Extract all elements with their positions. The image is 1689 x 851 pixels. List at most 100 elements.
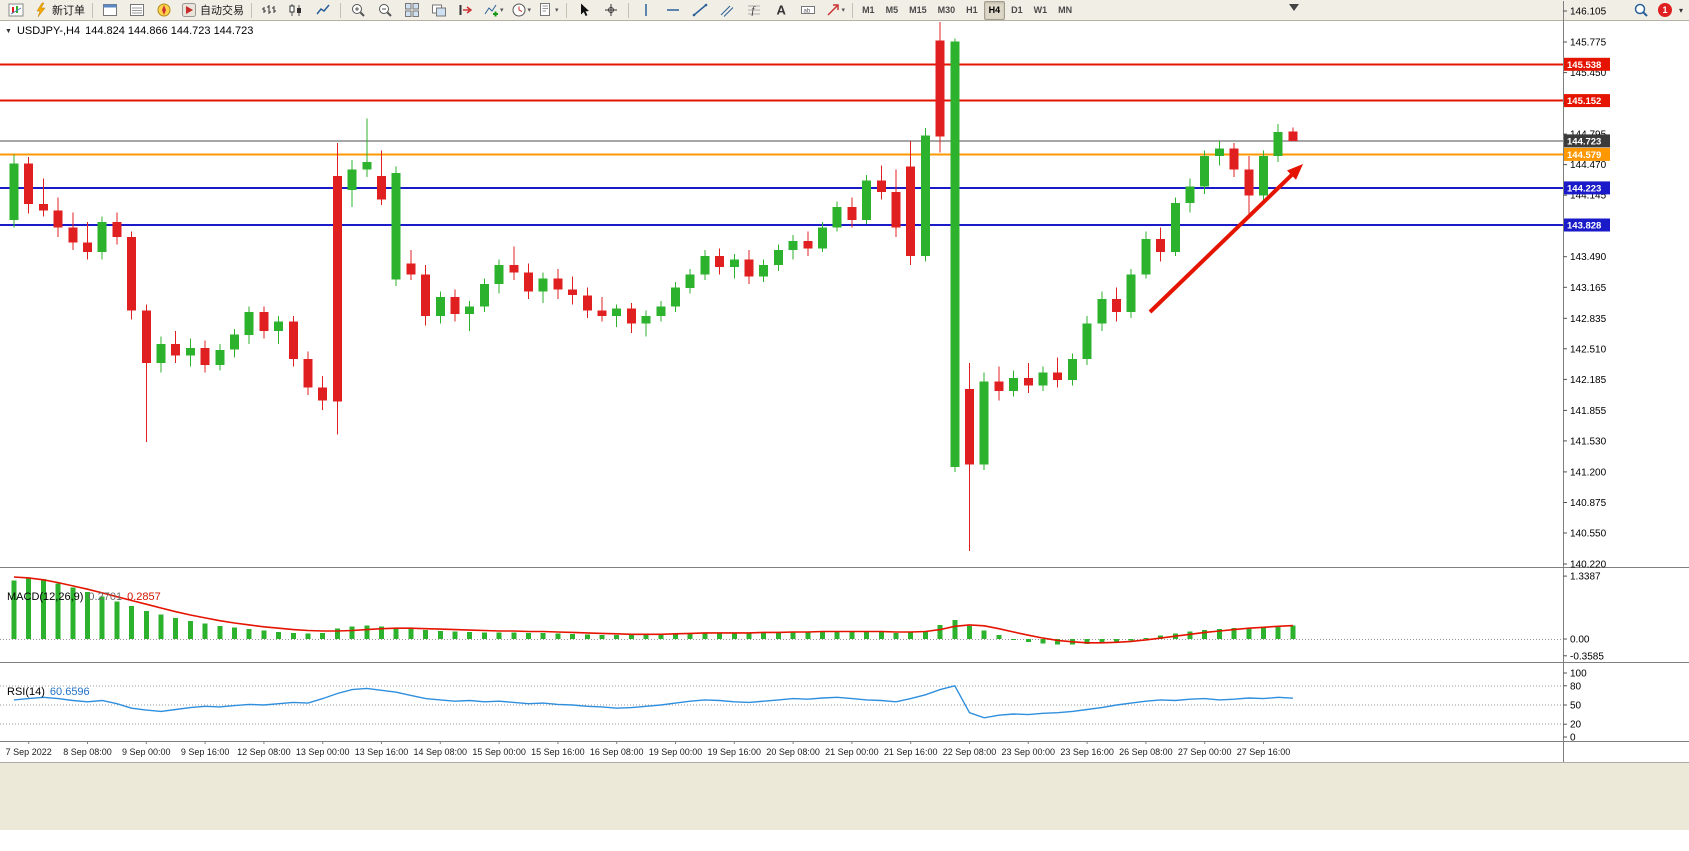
svg-text:21 Sep 00:00: 21 Sep 00:00 <box>825 747 879 757</box>
bar-chart-button[interactable] <box>256 0 282 20</box>
timeframe-button-h4[interactable]: H4 <box>983 0 1006 20</box>
svg-text:23 Sep 16:00: 23 Sep 16:00 <box>1060 747 1114 757</box>
timeframe-button-m1[interactable]: M1 <box>862 5 875 15</box>
toolbar-separator <box>852 2 854 18</box>
arrange-windows-button[interactable] <box>426 0 452 20</box>
price-label-144.723 <box>1564 134 1610 148</box>
lightning-icon <box>36 2 46 18</box>
line-chart-button[interactable] <box>310 0 336 20</box>
chevron-down-icon: ▾ <box>500 7 504 14</box>
market-watch-button[interactable] <box>97 0 123 20</box>
notifications-badge[interactable]: 1 <box>1657 3 1672 17</box>
chart-canvas[interactable]: 146.105145.775145.450145.120144.795144.4… <box>0 0 1689 830</box>
arrow-shape-icon <box>827 4 839 16</box>
fibonacci-button[interactable]: f <box>741 0 767 20</box>
zoom-out-icon <box>379 4 392 17</box>
time-axis[interactable]: 7 Sep 2022 8 Sep 08:00 9 Sep 00:00 9 Sep 16… <box>6 741 1291 757</box>
timeframe-button-d1[interactable]: D1 <box>1011 5 1023 15</box>
svg-text:9 Sep 16:00: 9 Sep 16:00 <box>181 747 230 757</box>
one-click-trading-arrow-icon[interactable]: ▼ <box>5 27 12 35</box>
svg-text:100: 100 <box>1570 669 1587 680</box>
bars-icon <box>262 5 276 14</box>
candles-layer <box>9 21 1298 551</box>
autotrading-button[interactable]: 自动交易 <box>178 0 247 20</box>
chart-shift-marker[interactable] <box>1289 4 1299 11</box>
crosshair-button[interactable] <box>598 0 624 20</box>
text-button[interactable]: A <box>768 0 794 20</box>
horizontal-lines-layer[interactable] <box>0 63 1563 226</box>
svg-text:20: 20 <box>1570 720 1582 731</box>
timeframe-button-m30[interactable]: M30 <box>937 5 956 15</box>
trend-arrow-annotation[interactable] <box>1148 164 1303 314</box>
price-label-143.828 <box>1564 218 1610 232</box>
data-window-button[interactable] <box>124 0 150 20</box>
svg-text:12 Sep 08:00: 12 Sep 08:00 <box>237 747 291 757</box>
vline-icon <box>644 4 647 16</box>
svg-text:50: 50 <box>1570 701 1582 712</box>
svg-text:145.775: 145.775 <box>1570 38 1607 49</box>
horizontal-line-button[interactable] <box>660 0 686 20</box>
svg-text:A: A <box>776 3 786 18</box>
trendline-button[interactable] <box>687 0 713 20</box>
svg-text:14 Sep 08:00: 14 Sep 08:00 <box>414 747 468 757</box>
templates-button[interactable]: ▾ <box>535 0 562 20</box>
svg-text:143.490: 143.490 <box>1570 252 1607 263</box>
svg-text:21 Sep 16:00: 21 Sep 16:00 <box>884 747 938 757</box>
text-icon: A <box>776 3 786 18</box>
svg-text:23 Sep 00:00: 23 Sep 00:00 <box>1002 747 1056 757</box>
svg-text:16 Sep 08:00: 16 Sep 08:00 <box>590 747 644 757</box>
fibo-icon: f <box>747 5 760 17</box>
svg-text:80: 80 <box>1570 681 1582 692</box>
chevron-down-icon: ▾ <box>527 7 532 14</box>
svg-text:22 Sep 08:00: 22 Sep 08:00 <box>943 747 997 757</box>
svg-text:13 Sep 16:00: 13 Sep 16:00 <box>355 747 409 757</box>
chart-ohlc-values: 144.824 144.866 144.723 144.723 <box>85 25 254 37</box>
rsi-value: 60.6596 <box>49 686 90 698</box>
timeframe-button-m15[interactable]: M15 <box>909 5 927 15</box>
search-icon <box>1634 3 1648 17</box>
svg-text:-0.3585: -0.3585 <box>1570 651 1604 662</box>
new-chart-button[interactable] <box>3 0 29 20</box>
svg-text:19 Sep 00:00: 19 Sep 00:00 <box>649 747 703 757</box>
svg-text:f: f <box>751 6 755 17</box>
periods-button[interactable]: ▾ <box>508 0 535 20</box>
tile-windows-button[interactable] <box>399 0 425 20</box>
timeframe-button-m5[interactable]: M5 <box>885 5 899 15</box>
toolbar-overflow-button[interactable]: ▾ <box>1678 5 1683 15</box>
rsi-line <box>13 684 1293 719</box>
svg-text:143.165: 143.165 <box>1570 283 1607 294</box>
indicators-button[interactable]: ▾ <box>480 0 507 20</box>
svg-text:0: 0 <box>1570 733 1576 744</box>
arrows-button[interactable]: ▾ <box>822 0 849 20</box>
svg-text:143.828: 143.828 <box>1567 221 1601 232</box>
svg-text:141.530: 141.530 <box>1570 436 1607 447</box>
timeframe-button-w1[interactable]: W1 <box>1033 5 1048 15</box>
zoom-in-button[interactable] <box>345 0 371 20</box>
search-button[interactable] <box>1628 0 1654 20</box>
chart-shift-button[interactable] <box>453 0 479 20</box>
new-order-button[interactable]: 新订单 <box>30 0 88 20</box>
macd-indicator-label: MACD(12,26,9) 0.2701 0.2857 <box>7 591 161 603</box>
timeframe-button-mn[interactable]: MN <box>1058 5 1073 15</box>
svg-text:145.538: 145.538 <box>1567 60 1601 71</box>
vertical-line-button[interactable] <box>633 0 659 20</box>
macd-signal-value: 0.2857 <box>127 591 161 603</box>
navigator-button[interactable] <box>151 0 177 20</box>
text-label-button[interactable]: ab <box>795 0 821 20</box>
cursor-button[interactable] <box>571 0 597 20</box>
svg-text:27 Sep 00:00: 27 Sep 00:00 <box>1178 747 1232 757</box>
toolbar-separator <box>92 2 93 18</box>
price-axis[interactable]: 146.105145.775145.450145.120144.795144.4… <box>1563 1 1610 762</box>
equidistant-channel-button[interactable] <box>714 0 740 20</box>
chevron-down-icon: ▾ <box>555 7 559 14</box>
svg-text:142.835: 142.835 <box>1570 314 1607 325</box>
zoom-out-button[interactable] <box>372 0 398 20</box>
candlestick-chart-button[interactable] <box>283 0 309 20</box>
timeframe-button-h1[interactable]: H1 <box>966 5 978 15</box>
svg-text:140.875: 140.875 <box>1570 498 1607 509</box>
new-order-button-label: 新订单 <box>52 5 85 17</box>
bottom-gray-area <box>0 763 1689 830</box>
